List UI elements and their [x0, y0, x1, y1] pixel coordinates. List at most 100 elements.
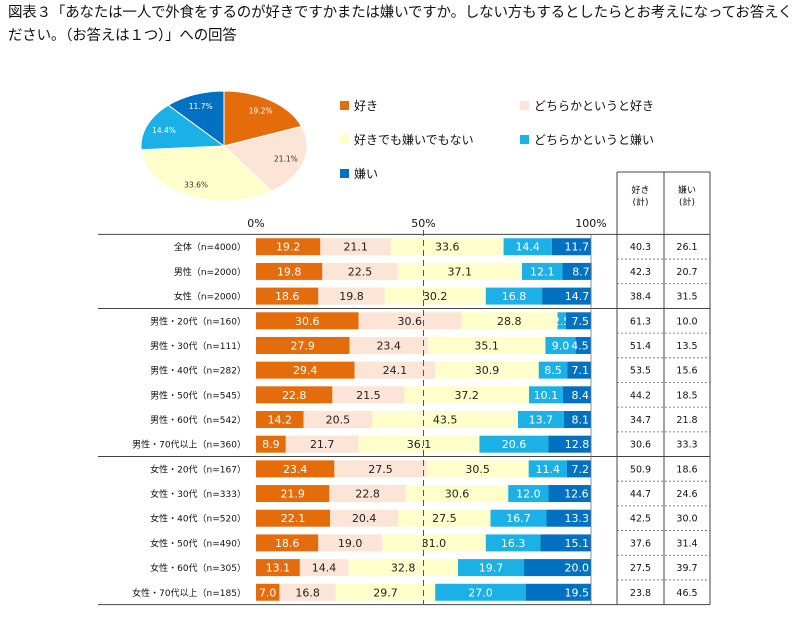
legend-swatch [340, 169, 349, 178]
row-label: 女性・30代（n=333） [150, 488, 246, 500]
bar-value-label: 23.4 [376, 340, 401, 353]
bar-segment [404, 386, 530, 404]
like-total-value: 40.3 [630, 242, 651, 253]
bar-value-label: 18.6 [275, 290, 300, 303]
row-label: 男性（n=2000） [174, 266, 246, 278]
bar-value-label: 21.7 [310, 438, 335, 451]
bar-segment [548, 435, 592, 453]
bar-segment [358, 435, 480, 453]
bar-segment [524, 559, 591, 577]
bar-segment [503, 238, 552, 256]
legend-swatch [340, 101, 349, 110]
bar-value-label: 16.7 [506, 512, 531, 525]
axis-tick-label: 50% [411, 217, 435, 230]
like-total-value: 34.7 [630, 415, 651, 426]
legend-label: 好き [354, 99, 378, 113]
row-label: 男性・50代（n=545） [150, 389, 246, 401]
bar-segment [358, 312, 462, 330]
like-total-value: 37.6 [630, 538, 651, 549]
dislike-total-value: 39.7 [676, 563, 697, 574]
dislike-total-value: 18.5 [676, 390, 697, 401]
pie-label: 33.6% [184, 181, 208, 190]
dislike-total-value: 10.0 [676, 316, 697, 327]
pie-label: 21.1% [274, 155, 298, 164]
bar-segment [384, 287, 486, 305]
bar-value-label: 21.9 [280, 488, 305, 501]
bar-value-label: 14.4 [312, 562, 337, 575]
bar-segment [256, 460, 335, 478]
bar-segment [318, 534, 382, 552]
bar-segment [557, 312, 566, 330]
bar-value-label: 7.5 [572, 315, 590, 328]
bar-value-label: 19.7 [479, 562, 504, 575]
bar-segment [256, 262, 323, 280]
bar-value-label: 27.5 [432, 512, 457, 525]
like-total-value: 42.3 [630, 267, 651, 278]
bar-segment [256, 361, 355, 379]
dislike-total-value: 18.6 [676, 464, 697, 475]
legend-label: どちらかというと好き [534, 99, 654, 113]
bar-segment [426, 460, 529, 478]
bar-value-label: 8.4 [572, 389, 590, 402]
bar-segment [381, 534, 486, 552]
bar-value-label: 20.4 [352, 512, 377, 525]
bar-value-label: 22.8 [355, 488, 380, 501]
bar-segment [332, 386, 405, 404]
bar-segment [354, 361, 436, 379]
dislike-total-value: 15.6 [676, 366, 697, 377]
legend-swatch [520, 101, 529, 110]
bar-value-label: 8.5 [544, 364, 562, 377]
legend-label: どちらかというと嫌い [534, 133, 654, 147]
dislike-total-value: 31.5 [676, 292, 697, 303]
bar-segment [256, 287, 319, 305]
like-total-value: 44.2 [630, 390, 651, 401]
pie-label: 11.7% [189, 102, 213, 111]
bar-value-label: 7.1 [572, 364, 590, 377]
pie-slice [222, 125, 308, 192]
bar-value-label: 37.1 [448, 265, 473, 278]
bar-value-label: 22.1 [281, 512, 306, 525]
bar-segment [348, 559, 459, 577]
bar-value-label: 19.0 [338, 537, 363, 550]
bar-segment [256, 485, 330, 503]
like-total-value: 30.6 [630, 440, 651, 451]
pie-label: 14.4% [152, 126, 176, 135]
dislike-total-value: 30.0 [676, 514, 697, 525]
bar-segment [542, 287, 592, 305]
bar-value-label: 20.6 [502, 438, 527, 451]
bar-value-label: 22.5 [348, 265, 373, 278]
bar-segment [335, 583, 436, 601]
bar-value-label: 32.8 [391, 562, 416, 575]
bar-value-label: 19.5 [565, 586, 590, 599]
bar-segment [279, 583, 336, 601]
row-label: 男性・40代（n=282） [150, 365, 246, 377]
bar-segment [563, 411, 592, 428]
bar-value-label: 14.2 [268, 414, 293, 427]
bar-segment [525, 583, 591, 601]
bar-value-label: 30.2 [423, 290, 448, 303]
bar-segment [565, 312, 592, 330]
bar-value-label: 31.0 [422, 537, 447, 550]
bar-segment [529, 386, 563, 404]
legend-label: 嫌い [354, 167, 378, 181]
bar-segment [330, 509, 399, 527]
bar-segment [427, 336, 546, 354]
row-label: 全体（n=4000） [174, 241, 246, 253]
pie-slice [223, 90, 303, 147]
row-label: 女性（n=2000） [174, 291, 246, 303]
bar-segment [435, 583, 526, 601]
bar-value-label: 9.0 [552, 340, 570, 353]
bar-segment [521, 262, 563, 280]
bar-segment [256, 559, 300, 577]
bar-segment [405, 485, 509, 503]
bar-value-label: 11.4 [536, 463, 561, 476]
bar-value-label: 15.1 [565, 537, 590, 550]
bar-segment [329, 485, 406, 503]
bar-segment [322, 262, 398, 280]
bar-segment [479, 435, 549, 453]
bar-value-label: 21.1 [343, 241, 368, 254]
bar-segment [256, 312, 359, 330]
bar-value-label: 10.1 [534, 389, 559, 402]
like-total-value: 61.3 [630, 316, 651, 327]
